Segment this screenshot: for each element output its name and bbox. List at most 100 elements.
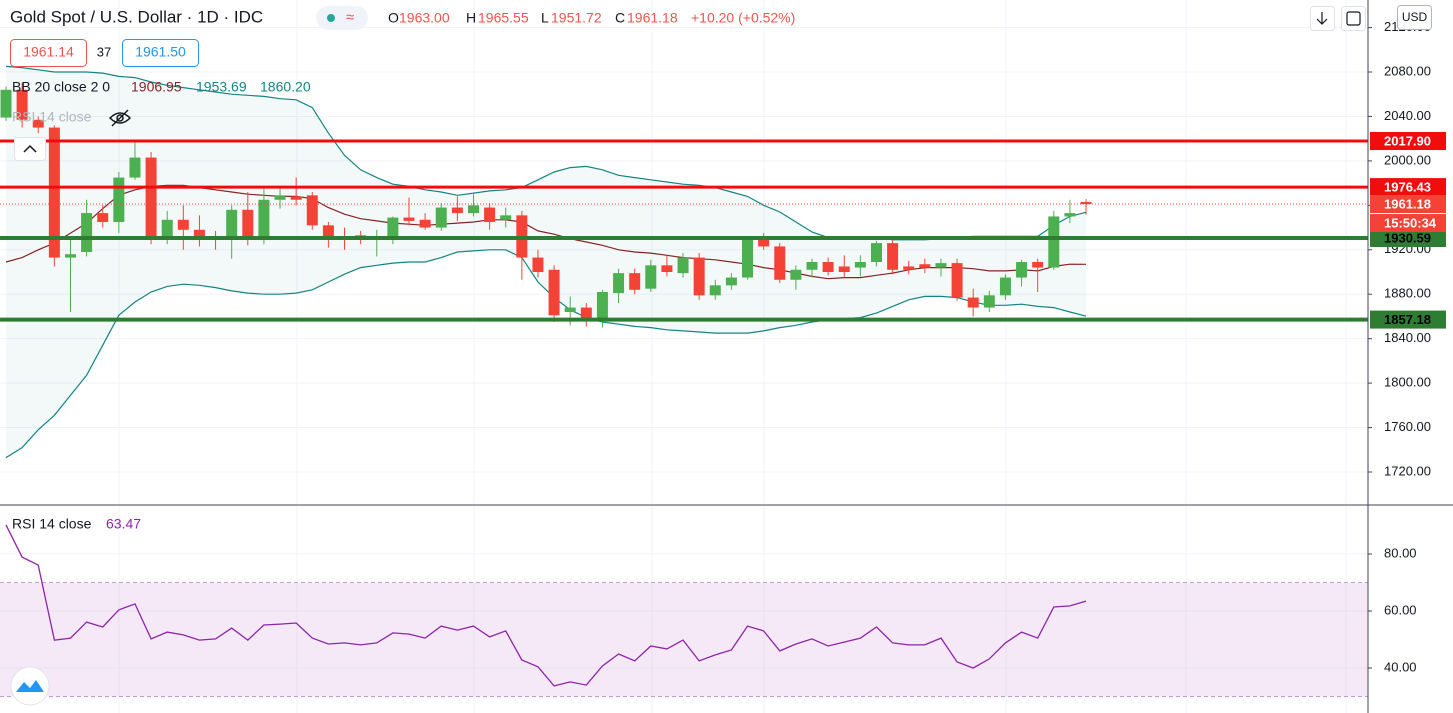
y-tick-label: 2080.00: [1384, 63, 1431, 78]
bb-value: 1860.20: [260, 79, 311, 95]
candle-body: [484, 207, 496, 222]
bid-box[interactable]: [10, 39, 87, 67]
y-tick-label: 1720.00: [1384, 463, 1431, 478]
ask-box[interactable]: [122, 39, 199, 67]
candle-body: [806, 262, 818, 270]
candle-body: [1080, 202, 1092, 205]
bb-label: BB 20 close 2 0: [12, 79, 110, 95]
logo-icon: [16, 680, 44, 692]
line-price-label-bg: [1370, 310, 1446, 329]
currency: USD: [1402, 10, 1428, 24]
candle-body: [613, 273, 625, 294]
bb-value: 1953.69: [196, 79, 247, 95]
candle-body: [97, 213, 109, 222]
candle-body: [774, 246, 786, 280]
candle-body: [161, 219, 173, 240]
ohlc-value: 1951.72: [551, 10, 602, 26]
candle-body: [274, 195, 286, 200]
y-tick-label: 80.00: [1384, 545, 1417, 560]
collapse-button[interactable]: [14, 137, 46, 161]
bb-value: 1906.95: [131, 79, 182, 95]
candle-body: [999, 277, 1011, 296]
line-price-label: 1930.59: [1384, 230, 1431, 245]
collapse-icon: [23, 144, 37, 153]
candle-body: [177, 219, 189, 230]
countdown: 15:50:34: [1384, 215, 1437, 230]
y-tick-label: 1800.00: [1384, 375, 1431, 390]
y-tick-label: 2000.00: [1384, 152, 1431, 167]
last-price-label: 1961.18: [1384, 196, 1431, 211]
candle-body: [758, 238, 770, 247]
rsi-line: [5, 524, 1087, 687]
candle-body: [1048, 216, 1060, 268]
candle-body: [709, 285, 721, 296]
candle-body: [113, 177, 125, 222]
price-axis: 1720.001760.001800.001840.001880.001920.…: [1368, 19, 1446, 674]
candle-body: [1032, 262, 1044, 268]
spread: 37: [97, 44, 111, 59]
line-price-label-bg: [1370, 132, 1446, 150]
eye-hidden-icon[interactable]: [108, 109, 132, 127]
candle-body: [854, 262, 866, 268]
legend: Gold Spot / U.S. Dollar · 1D · IDC ≈ O 1…: [10, 5, 1432, 706]
candle-body: [983, 295, 995, 308]
ohlc-value: 1961.18: [627, 10, 678, 26]
ask: 1961.50: [135, 44, 186, 60]
candle-body: [435, 207, 447, 228]
ohlc-label: H: [466, 10, 476, 26]
candle-body: [532, 257, 544, 272]
countdown-bg: [1370, 214, 1446, 233]
candle-body: [822, 262, 834, 272]
candle-body: [81, 213, 93, 252]
candle-body: [467, 205, 479, 214]
line-price-label: 1857.18: [1384, 312, 1431, 327]
candle-body: [903, 266, 915, 270]
status-icon: ≈: [346, 9, 354, 26]
candle-body: [0, 89, 12, 118]
candle-body: [32, 119, 44, 128]
candle-body: [629, 273, 641, 290]
candle-body: [193, 229, 205, 240]
y-tick-label: 1760.00: [1384, 419, 1431, 434]
logo[interactable]: [10, 666, 50, 706]
arrow-down-icon: [1316, 12, 1328, 25]
line-price-label-bg: [1370, 229, 1446, 248]
grid: [0, 0, 1368, 713]
rsi-value: 63.47: [106, 516, 141, 532]
line-price-label-bg: [1370, 178, 1446, 197]
plot: [0, 65, 1368, 697]
change: +10.20 (+0.52%): [691, 10, 795, 26]
candle-body: [403, 217, 415, 221]
candle-body: [64, 254, 76, 258]
candle-body: [967, 297, 979, 308]
candle-body: [290, 196, 302, 200]
symbol-title[interactable]: Gold Spot / U.S. Dollar · 1D · IDC: [10, 7, 263, 26]
candle-body: [677, 257, 689, 274]
candle-body: [145, 157, 157, 240]
candle-body: [951, 263, 963, 298]
candle-body: [661, 265, 673, 272]
y-tick-label: 1880.00: [1384, 286, 1431, 301]
status-dot: [327, 14, 335, 22]
candle-body: [693, 257, 705, 296]
candle-body: [500, 215, 512, 220]
ohlc-value: 1963.00: [399, 10, 450, 26]
candle-body: [242, 209, 254, 238]
fullscreen-button[interactable]: [1341, 6, 1366, 31]
hidden-indicator[interactable]: RSI 14 close: [12, 109, 92, 125]
candle-body: [548, 269, 560, 316]
y-tick-label: 40.00: [1384, 659, 1417, 674]
bid: 1961.14: [23, 44, 74, 60]
candle-body: [306, 195, 318, 226]
ohlc-value: 1965.55: [478, 10, 529, 26]
last-price-bg: [1370, 195, 1446, 214]
y-tick-label: 60.00: [1384, 602, 1417, 617]
candle-body: [129, 157, 141, 178]
bb-lower: [5, 249, 1087, 459]
candle-body: [226, 209, 238, 240]
toggle[interactable]: [316, 6, 368, 30]
candle-body: [451, 207, 463, 214]
candle-body: [564, 307, 576, 312]
currency-button[interactable]: [1397, 5, 1432, 30]
